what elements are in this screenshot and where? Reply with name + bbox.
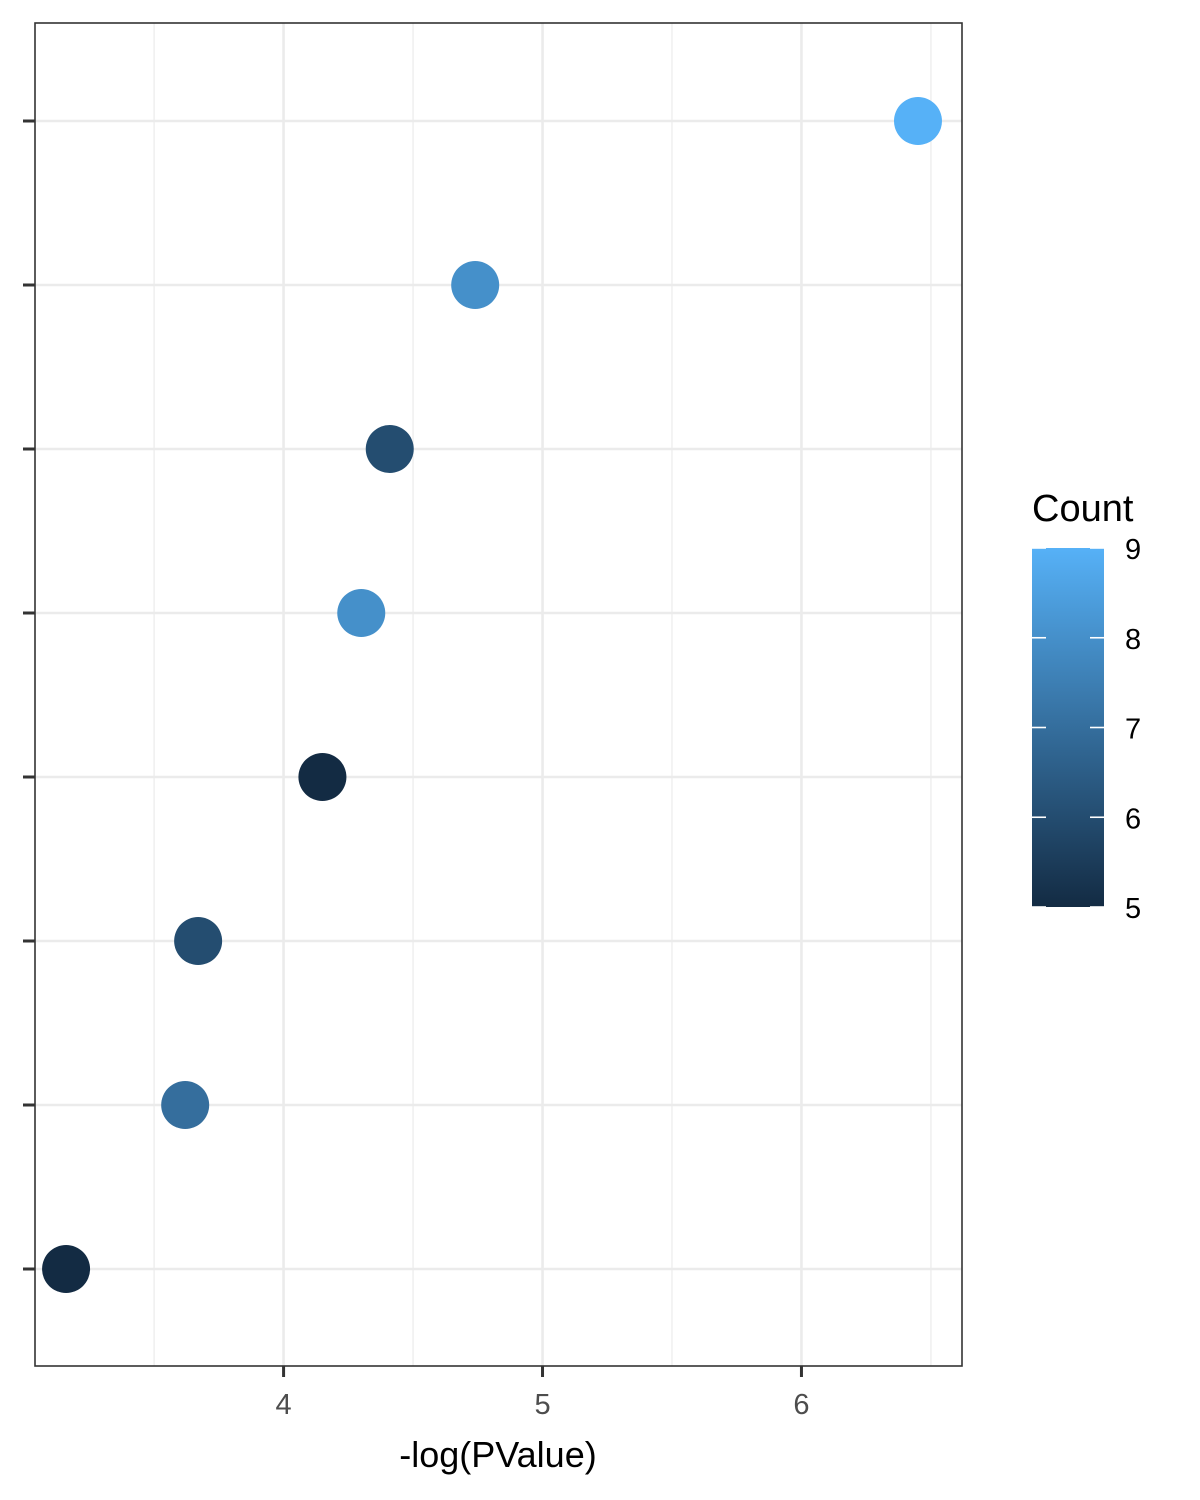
data-point [298,753,347,801]
legend-tick-label: 7 [1125,714,1141,746]
color-legend: Count 5 6 7 8 9 [1032,488,1141,925]
legend-title: Count [1032,488,1134,530]
minor-gridlines [153,23,932,1366]
legend-tick-label: 8 [1125,624,1141,656]
x-axis-title: -log(PValue) [399,1434,596,1475]
data-point [451,261,500,309]
data-points [42,97,942,1293]
data-point [42,1245,91,1293]
legend-tick-label: 9 [1125,534,1141,566]
x-tick-label: 4 [276,1389,292,1421]
x-tick-label: 5 [534,1389,550,1421]
data-point [337,589,386,637]
legend-ticks: 5 6 7 8 9 [1032,534,1141,925]
x-tick-label: 6 [793,1389,809,1421]
data-point [893,97,942,145]
major-gridlines [35,23,962,1366]
y-axis-ticks [23,119,35,1271]
legend-tick-label: 6 [1125,803,1141,835]
data-point [174,917,223,965]
panel-background [35,23,962,1366]
x-axis-ticks: 4 5 6 [276,1366,810,1421]
legend-tick-label: 5 [1125,893,1141,925]
panel-border [34,22,963,1367]
data-point [161,1081,210,1129]
data-point [365,425,414,473]
